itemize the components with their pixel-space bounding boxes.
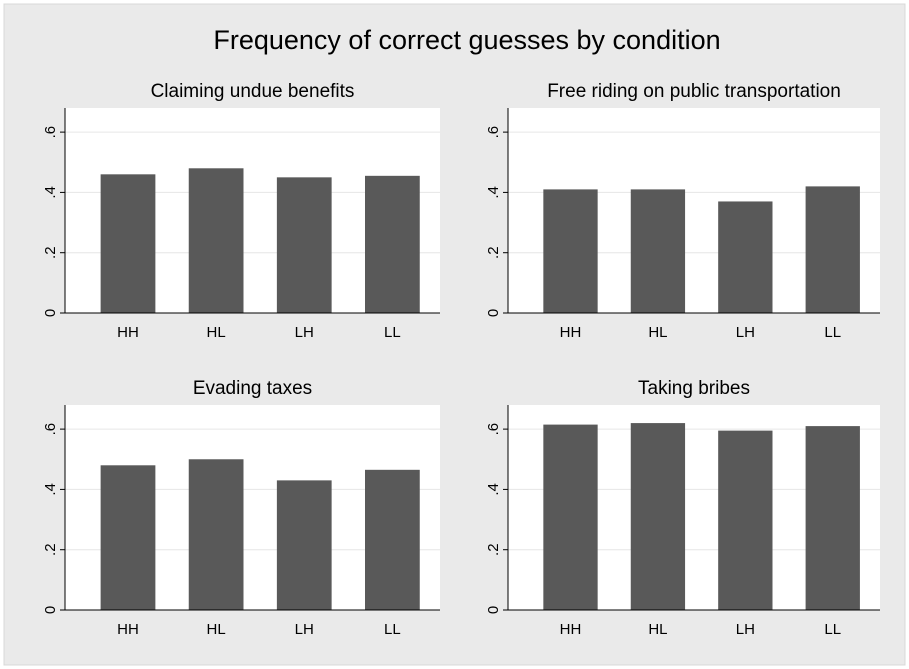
panel-title: Claiming undue benefits <box>151 81 355 102</box>
panel-title: Taking bribes <box>638 378 750 399</box>
x-tick-label: LL <box>824 324 841 341</box>
panel-title: Evading taxes <box>193 378 312 399</box>
bar <box>718 430 773 610</box>
x-tick-label: HL <box>648 324 667 341</box>
bar <box>276 177 332 313</box>
y-tick-label: .2 <box>42 543 59 556</box>
x-tick-label: LH <box>736 324 755 341</box>
x-tick-label: LL <box>384 324 401 341</box>
chart-title: Frequency of correct guesses by conditio… <box>213 25 720 55</box>
y-tick-label: .6 <box>42 126 59 139</box>
x-tick-label: LH <box>295 621 314 638</box>
bar <box>630 189 686 313</box>
x-tick-label: HL <box>207 621 226 638</box>
bar <box>805 426 860 610</box>
y-tick-label: .6 <box>42 423 59 436</box>
x-tick-label: HH <box>117 621 139 638</box>
y-tick-label: .2 <box>42 246 59 259</box>
x-tick-label: HH <box>560 621 582 638</box>
x-tick-label: LL <box>824 621 841 638</box>
bar <box>188 459 244 610</box>
y-tick-label: .4 <box>42 186 59 199</box>
x-tick-label: HH <box>560 324 582 341</box>
bar <box>543 189 598 313</box>
bar <box>805 186 860 313</box>
bar <box>543 424 598 610</box>
y-tick-label: 0 <box>42 606 59 614</box>
y-tick-label: .2 <box>485 543 502 556</box>
bar <box>100 465 156 610</box>
y-tick-label: 0 <box>42 309 59 317</box>
x-tick-label: LH <box>736 621 755 638</box>
x-tick-label: HH <box>117 324 139 341</box>
bar <box>365 469 420 610</box>
x-tick-label: HL <box>207 324 226 341</box>
bar <box>276 480 332 610</box>
y-tick-label: .4 <box>42 483 59 496</box>
y-tick-label: .4 <box>485 483 502 496</box>
bar <box>718 201 773 313</box>
x-tick-label: LL <box>384 621 401 638</box>
y-tick-label: .2 <box>485 246 502 259</box>
y-tick-label: .4 <box>485 186 502 199</box>
bar <box>100 174 156 313</box>
panel-title: Free riding on public transportation <box>547 81 841 102</box>
y-tick-label: .6 <box>485 126 502 139</box>
x-tick-label: LH <box>295 324 314 341</box>
y-tick-label: 0 <box>485 606 502 614</box>
bar <box>630 423 686 610</box>
y-tick-label: .6 <box>485 423 502 436</box>
y-tick-label: 0 <box>485 309 502 317</box>
x-tick-label: HL <box>648 621 667 638</box>
bar <box>365 175 420 313</box>
bar <box>188 168 244 313</box>
